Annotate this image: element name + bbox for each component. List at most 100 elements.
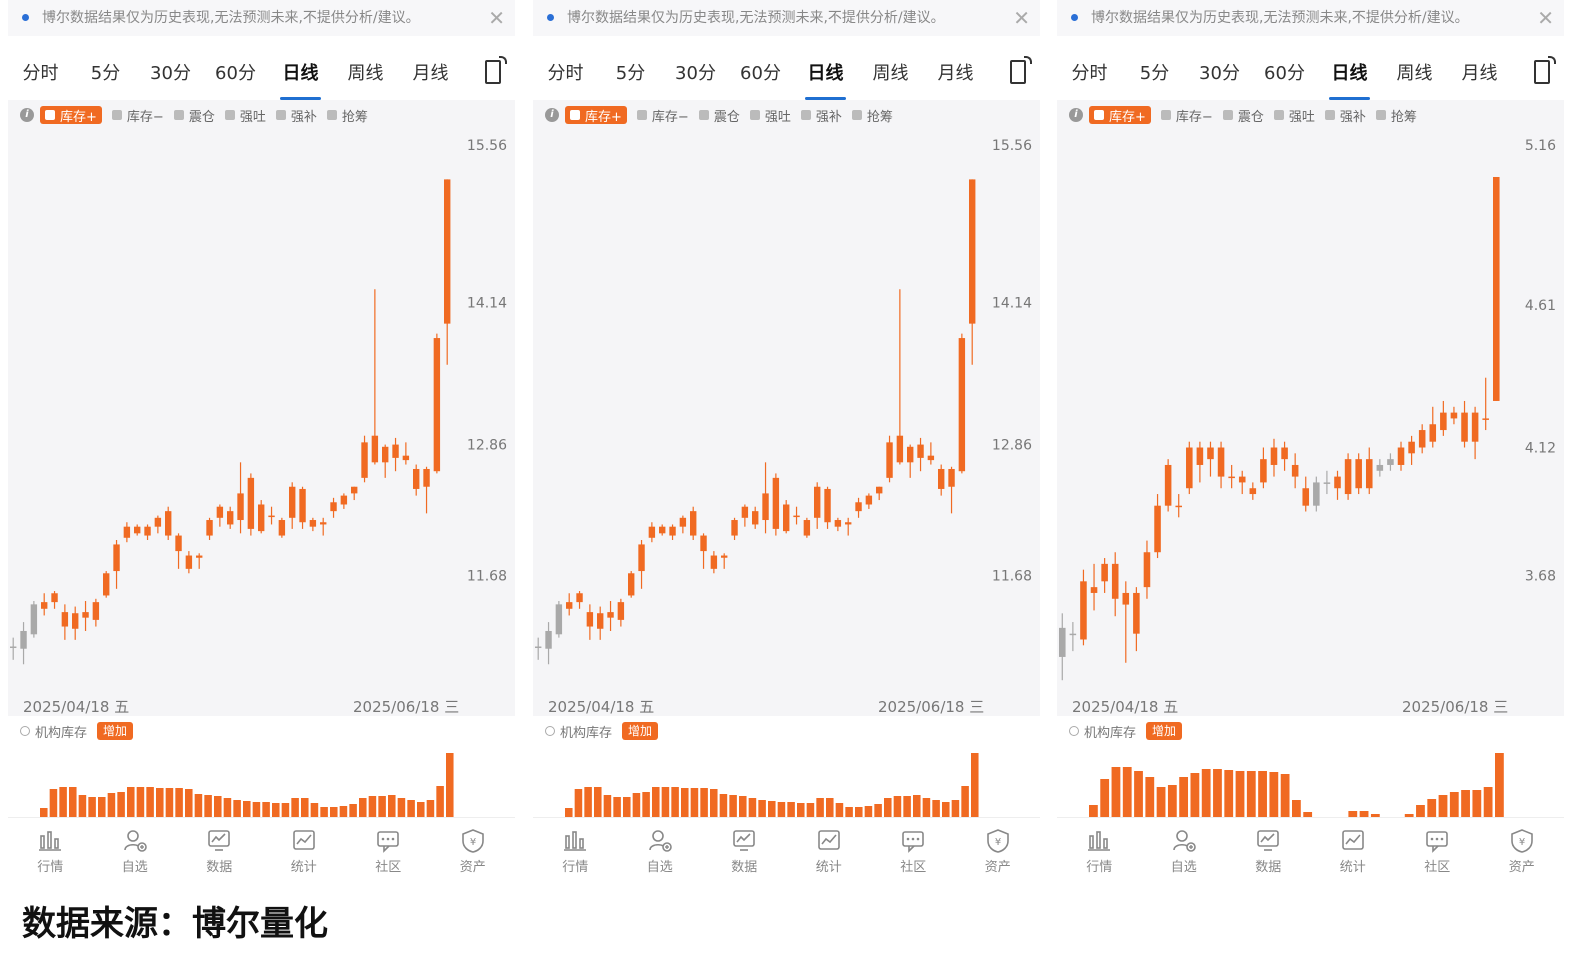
candle (1186, 441, 1193, 495)
tab-7[interactable]: 月线 (937, 63, 974, 84)
tab-6[interactable]: 周线 (872, 63, 909, 84)
nav-community[interactable]: 社区 (1397, 820, 1477, 884)
legend-item-4[interactable]: 强吐 (224, 106, 266, 125)
nav-community[interactable]: 社区 (348, 820, 428, 884)
tab-4[interactable]: 60分 (1264, 63, 1305, 84)
tab-3[interactable]: 30分 (675, 63, 716, 84)
tab-2[interactable]: 5分 (615, 63, 646, 84)
candle-body (1175, 505, 1183, 508)
close-icon[interactable]: ✕ (1537, 6, 1554, 30)
nav-watchlist[interactable]: 自选 (95, 820, 175, 884)
tab-4[interactable]: 60分 (215, 63, 256, 84)
candle-body (299, 488, 306, 523)
candle-body (1111, 563, 1119, 599)
legend-item-2[interactable]: 库存− (636, 106, 689, 125)
candle-body (82, 612, 89, 618)
tab-3[interactable]: 30分 (150, 63, 191, 84)
candle (309, 517, 317, 532)
nav-assets[interactable]: ¥ 资产 (433, 820, 513, 884)
tab-1[interactable]: 分时 (22, 63, 59, 84)
nav-data[interactable]: 数据 (704, 820, 784, 884)
tab-5[interactable]: 日线 (1317, 44, 1382, 100)
candle (1228, 464, 1235, 489)
legend-item-4[interactable]: 强吐 (749, 106, 791, 125)
info-icon[interactable]: i (1069, 108, 1083, 122)
candle-body (185, 555, 193, 569)
close-icon[interactable]: ✕ (488, 6, 505, 30)
nav-label: 资产 (459, 860, 486, 875)
legend-item-6[interactable]: 抢筹 (326, 106, 368, 125)
tab-7[interactable]: 月线 (412, 63, 449, 84)
legend-item-1[interactable]: 库存+ (565, 106, 627, 125)
legend-item-3[interactable]: 震仓 (698, 106, 740, 125)
close-icon[interactable]: ✕ (1013, 6, 1030, 30)
legend-item-3[interactable]: 震仓 (1222, 106, 1264, 125)
inventory-bar (339, 806, 348, 817)
settings-icon[interactable] (1069, 726, 1079, 736)
tab-1[interactable]: 分时 (547, 63, 584, 84)
legend-item-5[interactable]: 强补 (1324, 106, 1366, 125)
legend-item-6[interactable]: 抢筹 (851, 106, 893, 125)
inventory-bar (1438, 795, 1448, 817)
nav-stats[interactable]: 统计 (1313, 820, 1393, 884)
legend-item-1[interactable]: 库存+ (40, 106, 102, 125)
y-tick-label: 15.56 (467, 138, 507, 154)
nav-assets[interactable]: ¥ 资产 (958, 820, 1038, 884)
legend-label: 震仓 (188, 109, 215, 125)
nav-market[interactable]: 行情 (1059, 820, 1139, 884)
chat-bubble-icon (377, 831, 400, 853)
nav-data[interactable]: 数据 (1228, 820, 1308, 884)
inventory-bar (1461, 790, 1470, 817)
y-tick-label: 12.86 (467, 438, 507, 454)
legend-item-5[interactable]: 强补 (800, 106, 842, 125)
inventory-bar (446, 753, 454, 817)
legend-item-6[interactable]: 抢筹 (1375, 106, 1417, 125)
tab-7[interactable]: 月线 (1461, 63, 1498, 84)
candle (402, 442, 410, 465)
nav-stats[interactable]: 统计 (264, 820, 344, 884)
nav-market[interactable]: 行情 (10, 820, 90, 884)
tab-5[interactable]: 日线 (793, 44, 858, 100)
candle-body (1217, 447, 1225, 477)
tab-2[interactable]: 5分 (90, 63, 121, 84)
candle (154, 515, 162, 534)
settings-icon[interactable] (545, 726, 555, 736)
legend-item-1[interactable]: 库存+ (1089, 106, 1151, 125)
info-icon[interactable]: i (545, 108, 559, 122)
y-tick-label: 14.14 (467, 296, 507, 312)
rotate-screen-icon[interactable] (485, 56, 507, 84)
legend-label: 强补 (815, 109, 842, 125)
tab-5[interactable]: 日线 (268, 44, 333, 100)
inventory-bar (777, 802, 786, 817)
tab-6[interactable]: 周线 (1396, 63, 1433, 84)
nav-data[interactable]: 数据 (179, 820, 259, 884)
settings-icon[interactable] (20, 726, 30, 736)
inventory-subchart-header: 机构库存 增加 (20, 722, 134, 741)
tab-3[interactable]: 30分 (1199, 63, 1240, 84)
candle-body (617, 602, 625, 620)
tab-6[interactable]: 周线 (347, 63, 384, 84)
legend-item-2[interactable]: 库存− (111, 106, 164, 125)
nav-stats[interactable]: 统计 (789, 820, 869, 884)
candle (793, 506, 800, 525)
candle (1101, 558, 1108, 593)
tab-1[interactable]: 分时 (1071, 63, 1108, 84)
tab-4[interactable]: 60分 (740, 63, 781, 84)
inventory-bar (136, 787, 145, 817)
legend-item-3[interactable]: 震仓 (173, 106, 215, 125)
rotate-screen-icon[interactable] (1010, 56, 1032, 84)
legend-item-5[interactable]: 强补 (275, 106, 317, 125)
nav-watchlist[interactable]: 自选 (620, 820, 700, 884)
info-icon[interactable]: i (20, 108, 34, 122)
nav-assets[interactable]: ¥ 资产 (1482, 820, 1562, 884)
tab-2[interactable]: 5分 (1139, 63, 1170, 84)
inventory-bar (951, 800, 960, 817)
nav-market[interactable]: 行情 (535, 820, 615, 884)
notice-dot-icon (547, 14, 554, 21)
rotate-screen-icon[interactable] (1534, 56, 1556, 84)
nav-community[interactable]: 社区 (873, 820, 953, 884)
legend-item-4[interactable]: 强吐 (1273, 106, 1315, 125)
nav-watchlist[interactable]: 自选 (1144, 820, 1224, 884)
candle-body (597, 613, 604, 629)
legend-item-2[interactable]: 库存− (1160, 106, 1213, 125)
